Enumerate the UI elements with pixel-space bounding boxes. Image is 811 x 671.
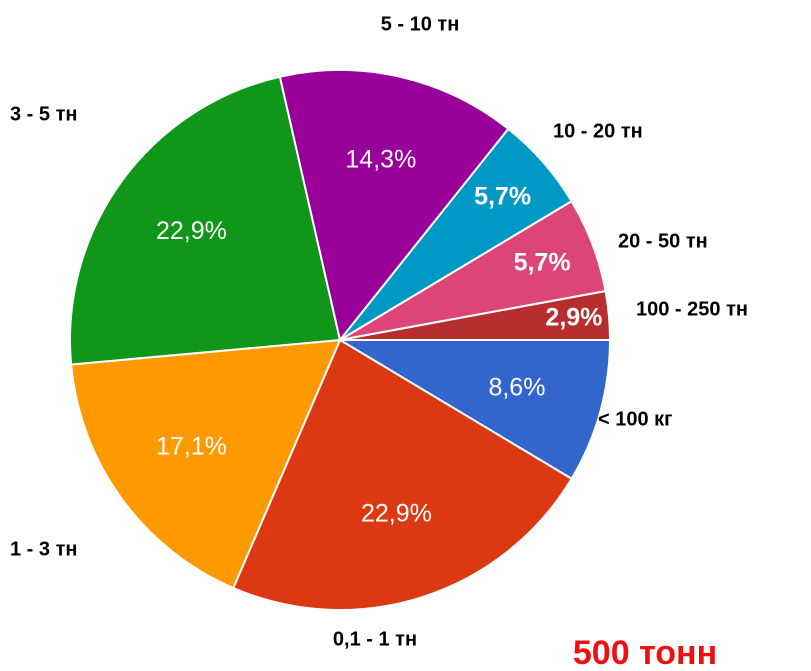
slice-label: 20 - 50 тн [618, 230, 708, 252]
annotation: 500 тонн [573, 634, 717, 671]
slice-label: < 100 кг [598, 408, 673, 430]
data-label: 14,3% [345, 146, 416, 174]
pie-slice [231, 338, 573, 611]
slice-label: 1 - 3 тн [10, 538, 77, 560]
slice-label: 100 - 250 тн [636, 298, 748, 320]
pie-slice [336, 339, 612, 481]
data-label: 8,6% [488, 374, 545, 402]
slice-label: 0,1 - 1 тн [333, 628, 417, 650]
pie-slice [69, 75, 342, 366]
data-label: 22,9% [361, 499, 432, 527]
pie-slice [70, 338, 342, 590]
data-label: 22,9% [156, 217, 227, 245]
data-label: 2,9% [545, 303, 602, 331]
data-label: 5,7% [514, 248, 571, 276]
slice-label: 5 - 10 тн [381, 13, 460, 35]
slice-label: 3 - 5 тн [10, 103, 77, 125]
pie-slice [339, 289, 612, 341]
data-label: 5,7% [474, 182, 531, 210]
data-label: 17,1% [156, 432, 227, 460]
slice-label: 10 - 20 тн [553, 120, 643, 142]
pie-slice [278, 69, 510, 343]
